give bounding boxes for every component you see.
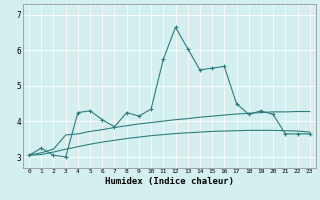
X-axis label: Humidex (Indice chaleur): Humidex (Indice chaleur) <box>105 177 234 186</box>
